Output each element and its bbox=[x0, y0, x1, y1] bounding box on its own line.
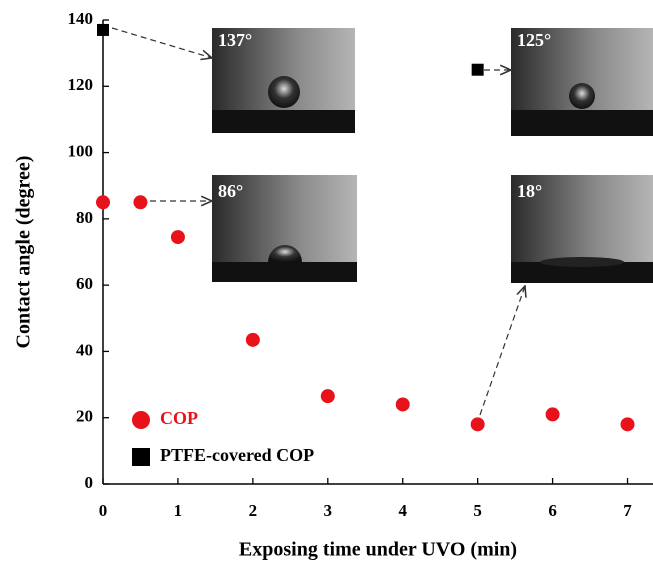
legend-label: COP bbox=[160, 408, 198, 428]
x-tick-label: 7 bbox=[623, 501, 632, 520]
legend-label: PTFE-covered COP bbox=[160, 445, 314, 465]
y-tick-label: 140 bbox=[68, 9, 94, 28]
data-point bbox=[470, 417, 485, 432]
x-tick-label: 0 bbox=[99, 501, 108, 520]
y-tick-label: 120 bbox=[68, 75, 94, 94]
legend-marker bbox=[132, 411, 150, 429]
inset-photos bbox=[212, 28, 653, 283]
data-point bbox=[471, 63, 484, 76]
x-tick-label: 3 bbox=[324, 501, 333, 520]
y-tick-label: 40 bbox=[76, 340, 93, 359]
data-point bbox=[245, 332, 260, 347]
x-tick-label: 4 bbox=[398, 501, 407, 520]
y-tick-label: 60 bbox=[76, 274, 93, 293]
data-point bbox=[133, 195, 148, 210]
y-tick-label: 100 bbox=[68, 141, 94, 160]
data-point bbox=[96, 195, 110, 210]
x-tick-label: 6 bbox=[548, 501, 557, 520]
annotation-arrows bbox=[111, 27, 525, 416]
y-tick-label: 20 bbox=[76, 407, 93, 426]
y-tick-label: 0 bbox=[85, 473, 94, 492]
annotation: 18° bbox=[517, 181, 542, 201]
y-tick-label: 80 bbox=[76, 208, 93, 227]
data-point bbox=[320, 389, 335, 404]
annotation: 125° bbox=[517, 30, 551, 50]
annotation: 137° bbox=[218, 30, 252, 50]
data-point bbox=[395, 397, 410, 412]
data-point bbox=[620, 417, 635, 432]
x-tick-label: 2 bbox=[249, 501, 258, 520]
x-tick-label: 5 bbox=[473, 501, 482, 520]
x-axis-label: Exposing time under UVO (min) bbox=[239, 539, 517, 561]
y-axis-label: Contact angle (degree) bbox=[13, 156, 35, 349]
annotation: 86° bbox=[218, 181, 243, 201]
data-point bbox=[545, 407, 560, 422]
data-point bbox=[97, 23, 109, 36]
data-point bbox=[170, 230, 185, 245]
legend-marker bbox=[132, 448, 150, 466]
x-tick-label: 1 bbox=[174, 501, 183, 520]
